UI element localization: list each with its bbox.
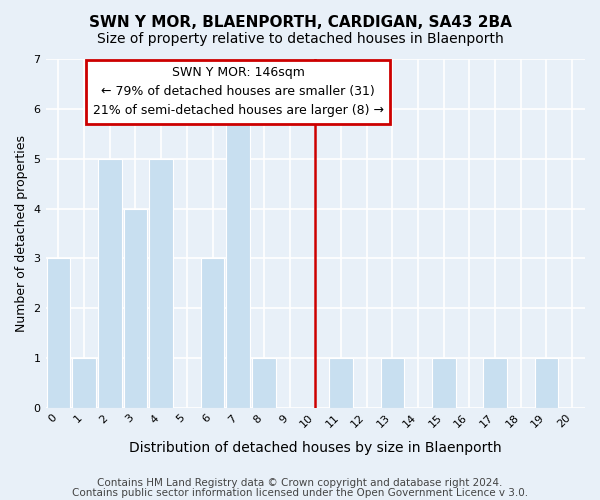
Text: Size of property relative to detached houses in Blaenporth: Size of property relative to detached ho…: [97, 32, 503, 46]
Bar: [380, 358, 404, 408]
Bar: [201, 258, 224, 408]
Bar: [432, 358, 455, 408]
Text: Contains HM Land Registry data © Crown copyright and database right 2024.: Contains HM Land Registry data © Crown c…: [97, 478, 503, 488]
Bar: [483, 358, 507, 408]
X-axis label: Distribution of detached houses by size in Blaenporth: Distribution of detached houses by size …: [129, 441, 502, 455]
Bar: [124, 208, 147, 408]
Bar: [72, 358, 96, 408]
Bar: [252, 358, 276, 408]
Text: Contains public sector information licensed under the Open Government Licence v : Contains public sector information licen…: [72, 488, 528, 498]
Text: SWN Y MOR: 146sqm
← 79% of detached houses are smaller (31)
21% of semi-detached: SWN Y MOR: 146sqm ← 79% of detached hous…: [93, 66, 384, 118]
Bar: [47, 258, 70, 408]
Y-axis label: Number of detached properties: Number of detached properties: [15, 135, 28, 332]
Bar: [149, 158, 173, 408]
Bar: [329, 358, 353, 408]
Bar: [98, 158, 122, 408]
Bar: [226, 109, 250, 408]
Text: SWN Y MOR, BLAENPORTH, CARDIGAN, SA43 2BA: SWN Y MOR, BLAENPORTH, CARDIGAN, SA43 2B…: [89, 15, 511, 30]
Bar: [535, 358, 558, 408]
